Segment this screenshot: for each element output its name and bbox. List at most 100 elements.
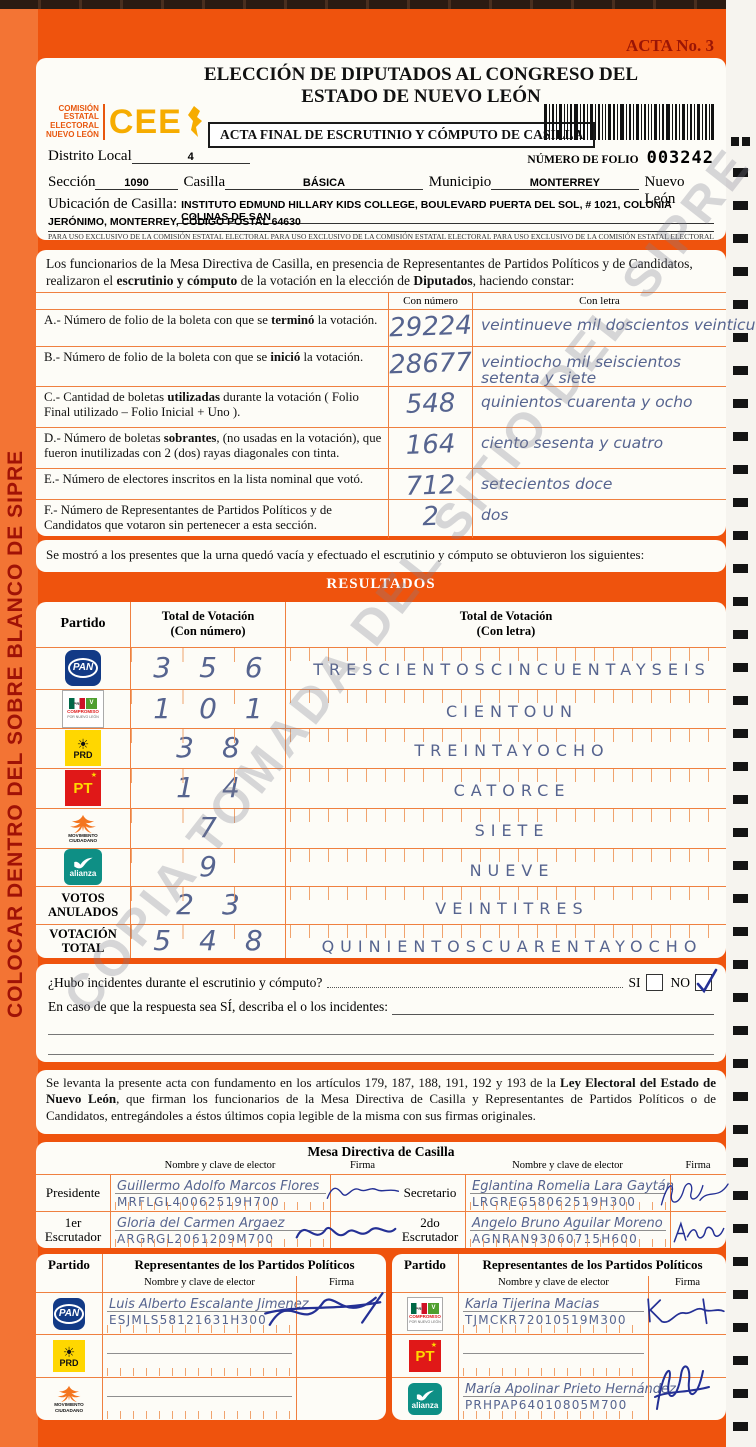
acta-subtitle-box: ACTA FINAL DE ESCRUTINIO Y CÓMPUTO DE CA… <box>208 122 596 148</box>
rep-pan-firma-field[interactable] <box>264 1292 386 1334</box>
item-number-field-c[interactable]: 548 <box>388 387 472 428</box>
incidentes-card: ¿Hubo incidentes durante el escrutinio y… <box>36 964 726 1062</box>
role-secretario: Secretario <box>395 1174 465 1211</box>
municipio-field[interactable]: MONTERREY <box>491 177 639 190</box>
rep-prd-firma-field[interactable] <box>296 1334 386 1377</box>
col-total-letra: Total de Votación (Con letra) <box>285 602 726 647</box>
legal-paragraph: Se levanta la presente acta con fundamen… <box>46 1075 716 1123</box>
votes-words-pt[interactable]: CATORCE <box>285 768 726 808</box>
rep-col-firma: Firma <box>648 1276 726 1292</box>
constar-card: Los funcionarios de la Mesa Directiva de… <box>36 250 756 539</box>
presidente-signature <box>326 1187 400 1199</box>
cee-logo-divider <box>102 104 105 140</box>
votos-anulados-label: VOTOS ANULADOS <box>48 890 119 920</box>
check-swoosh-icon <box>74 858 93 869</box>
describe-blank-line[interactable] <box>48 1015 714 1035</box>
votes-words-pan[interactable]: TRESCIENTOSCINCUENTAYSEIS <box>285 647 726 689</box>
escrutador1-name-field[interactable]: Gloria del Carmen Argaez ARGRGL2061209M7… <box>110 1211 330 1248</box>
rep-compromiso-firma-field[interactable] <box>647 1292 726 1334</box>
cee-logo: COMISIÓN ESTATAL ELECTORAL NUEVO LEÓN CE… <box>46 104 205 140</box>
ubicacion-field-line1[interactable]: INSTITUTO EDMUND HILLARY KIDS COLLEGE, B… <box>177 199 714 224</box>
pt-logo: PT ★ <box>392 1334 458 1377</box>
votes-number-compromiso[interactable]: 101 <box>130 689 285 728</box>
eagle-icon <box>70 814 96 833</box>
pt-logo: PT ★ <box>36 769 130 808</box>
folio-row: NÚMERO DE FOLIO 003242 <box>527 148 714 168</box>
item-number-field-f[interactable]: 2 <box>388 500 472 539</box>
rep-alianza-signature <box>654 1365 710 1410</box>
estado-label: Nuevo León <box>644 174 685 207</box>
item-words-field-c[interactable]: quinientos cuarenta y ocho <box>472 387 726 428</box>
describe-blank-line[interactable] <box>48 1035 714 1055</box>
votes-words-prd[interactable]: TREINTAYOCHO <box>285 728 726 768</box>
votes-words-anulados[interactable]: VEINTITRES <box>285 886 726 924</box>
si-label: SI <box>628 975 641 990</box>
rep-col-nombre: Nombre y clave de elector <box>102 1276 296 1292</box>
secretario-firma-field[interactable] <box>660 1174 729 1211</box>
ubicacion-field-line2[interactable]: JERÓNIMO, MONTERREY, CÓDIGO POSTAL 64630 <box>48 216 714 232</box>
exclusive-note: PARA USO EXCLUSIVO DE LA COMISIÓN ESTATA… <box>493 232 714 241</box>
secretario-name-field[interactable]: Eglantina Romelia Lara Gaytán LRGREG5806… <box>465 1174 674 1211</box>
item-number-field-a[interactable]: 29224 <box>388 309 472 346</box>
con-numero-header: Con número <box>388 292 472 309</box>
item-words-field-f[interactable]: dos <box>472 500 726 539</box>
distrito-field[interactable]: 4 <box>131 151 250 164</box>
rep-prd-name-field[interactable] <box>102 1334 296 1377</box>
edge-mark-square <box>731 137 739 146</box>
describe-field-line[interactable] <box>392 1014 714 1015</box>
rep-compromiso-signature <box>647 1298 725 1325</box>
rep-compromiso-name-field[interactable]: Karla Tijerina Macias TJMCKR72010519M300 <box>458 1292 648 1334</box>
seccion-field[interactable]: 1090 <box>95 177 178 190</box>
mesa-title: Mesa Directiva de Casilla <box>307 1144 455 1159</box>
barcode <box>544 104 714 140</box>
star-icon: ★ <box>430 1342 437 1349</box>
votes-words-total[interactable]: QUINIENTOSCUARENTAYOCHO <box>285 924 726 959</box>
votes-words-alianza[interactable]: NUEVE <box>285 848 726 886</box>
header-card: ELECCIÓN DE DIPUTADOS AL CONGRESO DEL ES… <box>36 58 726 241</box>
item-words-field-a[interactable]: veintinueve mil doscientos veinticuatro <box>472 309 756 346</box>
votes-number-mc[interactable]: 7 <box>130 808 285 848</box>
checkbox-si[interactable] <box>645 974 663 991</box>
escrutador2-firma-field[interactable] <box>670 1211 726 1248</box>
folio-label: NÚMERO DE FOLIO <box>527 154 639 166</box>
rep-mc-firma-field[interactable] <box>296 1377 386 1420</box>
votes-number-prd[interactable]: 38 <box>130 728 285 768</box>
mesa-directiva-table: Mesa Directiva de Casilla Nombre y clave… <box>36 1142 729 1248</box>
votes-number-alianza[interactable]: 9 <box>130 848 285 886</box>
alianza-logo: alianza <box>392 1377 458 1420</box>
votes-number-pt[interactable]: 14 <box>130 768 285 808</box>
rep-pt-name-field[interactable] <box>458 1334 648 1377</box>
votes-number-pan[interactable]: 356 <box>130 647 285 689</box>
votes-words-compromiso[interactable]: CIENTOUN <box>285 689 726 728</box>
escrutador1-firma-field[interactable] <box>295 1211 397 1248</box>
rep-mc-name-field[interactable] <box>102 1377 296 1420</box>
checkbox-no[interactable] <box>695 968 718 994</box>
presidente-firma-field[interactable] <box>326 1174 400 1211</box>
votes-number-total[interactable]: 548 <box>130 924 285 959</box>
legal-card: Se levanta la presente acta con fundamen… <box>36 1070 726 1134</box>
item-words-field-d[interactable]: ciento sesenta y cuatro <box>472 428 726 469</box>
votes-number-anulados[interactable]: 23 <box>130 886 285 924</box>
item-number-field-e[interactable]: 712 <box>388 469 472 502</box>
rep-alianza-firma-field[interactable] <box>648 1365 726 1420</box>
ubicacion-label: Ubicación de Casilla: <box>48 196 178 212</box>
presidente-name-field[interactable]: Guillermo Adolfo Marcos Flores MRFLGL400… <box>110 1174 330 1211</box>
item-words-field-b[interactable]: veintiocho mil seiscientos setenta y sie… <box>472 346 726 387</box>
alianza-logo: alianza <box>36 849 130 886</box>
nuevo-leon-state-icon <box>187 106 202 137</box>
escrutador2-name-field[interactable]: Angelo Bruno Aguilar Moreno AGNRAN930607… <box>465 1211 670 1248</box>
con-letra-header: Con letra <box>472 292 726 309</box>
page-title: ELECCIÓN DE DIPUTADOS AL CONGRESO DEL ES… <box>156 64 686 108</box>
rep-pt-firma-field[interactable] <box>648 1334 726 1377</box>
casilla-field[interactable]: BÁSICA <box>225 177 423 190</box>
rep-pan-name-field[interactable]: Luis Alberto Escalante Jimenez ESJMLS581… <box>102 1292 309 1334</box>
rep-col-partido: Partido <box>404 1257 446 1272</box>
votes-words-mc[interactable]: SIETE <box>285 808 726 848</box>
item-number-field-d[interactable]: 164 <box>388 428 472 469</box>
municipio-label: Municipio <box>428 174 492 190</box>
item-words-field-e[interactable]: setecientos doce <box>472 469 726 500</box>
acta-number: ACTA No. 3 <box>626 36 714 55</box>
item-number-field-b[interactable]: 28677 <box>388 346 472 387</box>
rep-alianza-name-field[interactable]: María Apolinar Prieto Hernández PRHPAP64… <box>458 1377 676 1420</box>
